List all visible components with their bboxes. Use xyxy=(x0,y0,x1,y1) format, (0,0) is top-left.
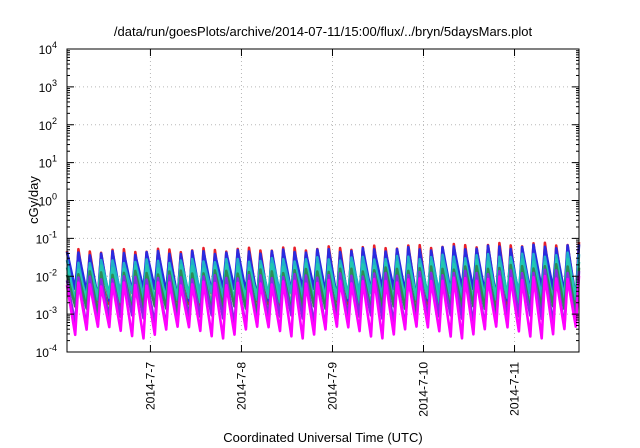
y-tick-label: 104 xyxy=(39,40,57,57)
chart-title: /data/run/goesPlots/archive/2014-07-11/1… xyxy=(114,24,533,39)
y-axis-label: cGy/day xyxy=(26,176,41,224)
y-tick-label: 10-2 xyxy=(36,267,57,284)
x-tick-label: 2014-7-7 xyxy=(143,362,157,410)
y-tick-label: 103 xyxy=(39,78,57,95)
x-tick-label: 2014-7-11 xyxy=(508,362,522,416)
y-tick-label: 102 xyxy=(39,116,57,133)
y-tick-label: 100 xyxy=(39,192,57,209)
x-tick-label: 2014-7-9 xyxy=(325,362,339,410)
x-tick-label: 2014-7-8 xyxy=(234,362,248,410)
x-axis-label: Coordinated Universal Time (UTC) xyxy=(223,430,422,445)
y-tick-label: 10-1 xyxy=(36,229,57,246)
y-tick-label: 10-3 xyxy=(36,305,57,322)
y-tick-label: 101 xyxy=(39,154,57,171)
series-group xyxy=(65,241,581,340)
y-tick-label: 10-4 xyxy=(36,343,57,360)
series-line xyxy=(65,274,581,340)
x-tick-label: 2014-7-10 xyxy=(417,362,431,417)
x-axis-ticks: 2014-7-7 2014-7-8 2014-7-9 2014-7-10 2014-7-… xyxy=(143,49,522,417)
